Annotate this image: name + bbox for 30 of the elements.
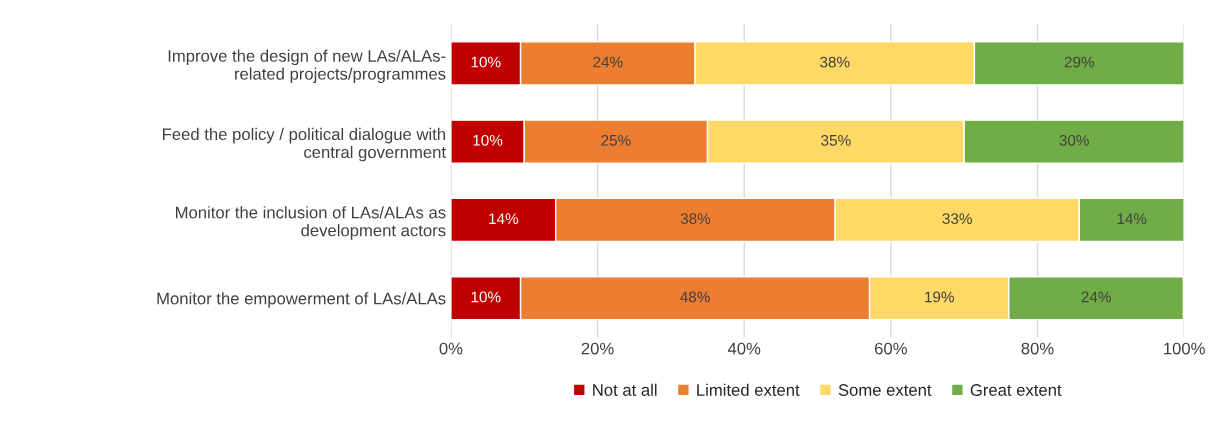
data-label: 35% bbox=[821, 134, 851, 146]
x-tick-label: 40% bbox=[727, 342, 761, 355]
data-label: 24% bbox=[593, 56, 623, 68]
y-tick-label: Monitor the inclusion of LAs/ALAs as development actors bbox=[176, 206, 446, 240]
data-label: 19% bbox=[925, 291, 954, 303]
x-tick-label: 60% bbox=[875, 342, 907, 355]
y-tick-label: Improve the design of new LAs/ALAs- related projects/programmes bbox=[168, 49, 446, 84]
data-label: 10% bbox=[471, 56, 501, 68]
legend-label: Limited extent bbox=[697, 383, 800, 396]
data-label: 33% bbox=[942, 213, 972, 225]
data-label: 38% bbox=[820, 56, 850, 68]
x-tick-label: 20% bbox=[581, 342, 614, 355]
data-label: 38% bbox=[680, 213, 711, 225]
data-label: 25% bbox=[601, 134, 631, 146]
data-label: 24% bbox=[1081, 291, 1111, 303]
data-label: 29% bbox=[1064, 56, 1095, 68]
data-label: 30% bbox=[1059, 134, 1089, 146]
y-tick-label: Monitor the empowerment of LAs/ALAs bbox=[157, 292, 446, 308]
legend-label: Great extent bbox=[970, 384, 1062, 396]
data-label: 14% bbox=[1117, 213, 1147, 224]
y-tick-label: Feed the policy / political dialogue with central government bbox=[163, 127, 446, 162]
data-label: 10% bbox=[471, 291, 501, 303]
legend-label: Some extent bbox=[838, 384, 932, 396]
data-label: 10% bbox=[473, 134, 503, 146]
x-tick-label: 80% bbox=[1021, 342, 1054, 355]
x-tick-label: 100% bbox=[1164, 342, 1205, 355]
data-label: 14% bbox=[489, 213, 519, 224]
data-label: 48% bbox=[680, 291, 710, 303]
x-tick-label: 0% bbox=[439, 342, 463, 355]
legend-label: Not at all bbox=[593, 383, 657, 396]
